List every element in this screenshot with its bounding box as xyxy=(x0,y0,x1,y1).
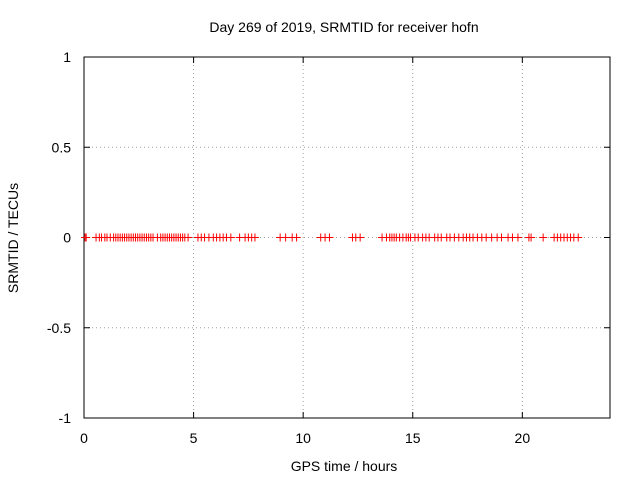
data-point xyxy=(226,233,235,242)
x-tick-label: 0 xyxy=(80,430,88,446)
data-point xyxy=(539,233,548,242)
x-axis-label: GPS time / hours xyxy=(291,458,398,474)
x-tick-label: 10 xyxy=(295,430,311,446)
x-tick-label: 5 xyxy=(190,430,198,446)
y-tick-labels: -1 -0.5 0 0.5 1 xyxy=(47,49,71,426)
y-axis-label: SRMTID / TECUs xyxy=(5,183,21,293)
data-point xyxy=(292,233,301,242)
axis-ticks xyxy=(83,56,610,419)
data-point xyxy=(184,233,193,242)
data-point xyxy=(527,233,536,242)
data-point xyxy=(574,233,583,242)
y-tick-label: -1 xyxy=(59,410,72,426)
x-tick-label: 20 xyxy=(515,430,531,446)
y-tick-label: 0.5 xyxy=(52,139,72,155)
data-point xyxy=(325,233,334,242)
x-tick-label: 15 xyxy=(405,430,421,446)
y-tick-label: 1 xyxy=(63,49,71,65)
chart-title: Day 269 of 2019, SRMTID for receiver hof… xyxy=(209,19,478,35)
data-point xyxy=(356,233,365,242)
data-point xyxy=(82,233,91,242)
x-tick-labels: 0 5 10 15 20 xyxy=(80,430,530,446)
y-tick-label: 0 xyxy=(63,230,71,246)
data-points xyxy=(81,233,583,242)
y-tick-label: -0.5 xyxy=(47,320,71,336)
data-point xyxy=(513,233,522,242)
data-point xyxy=(250,233,259,242)
